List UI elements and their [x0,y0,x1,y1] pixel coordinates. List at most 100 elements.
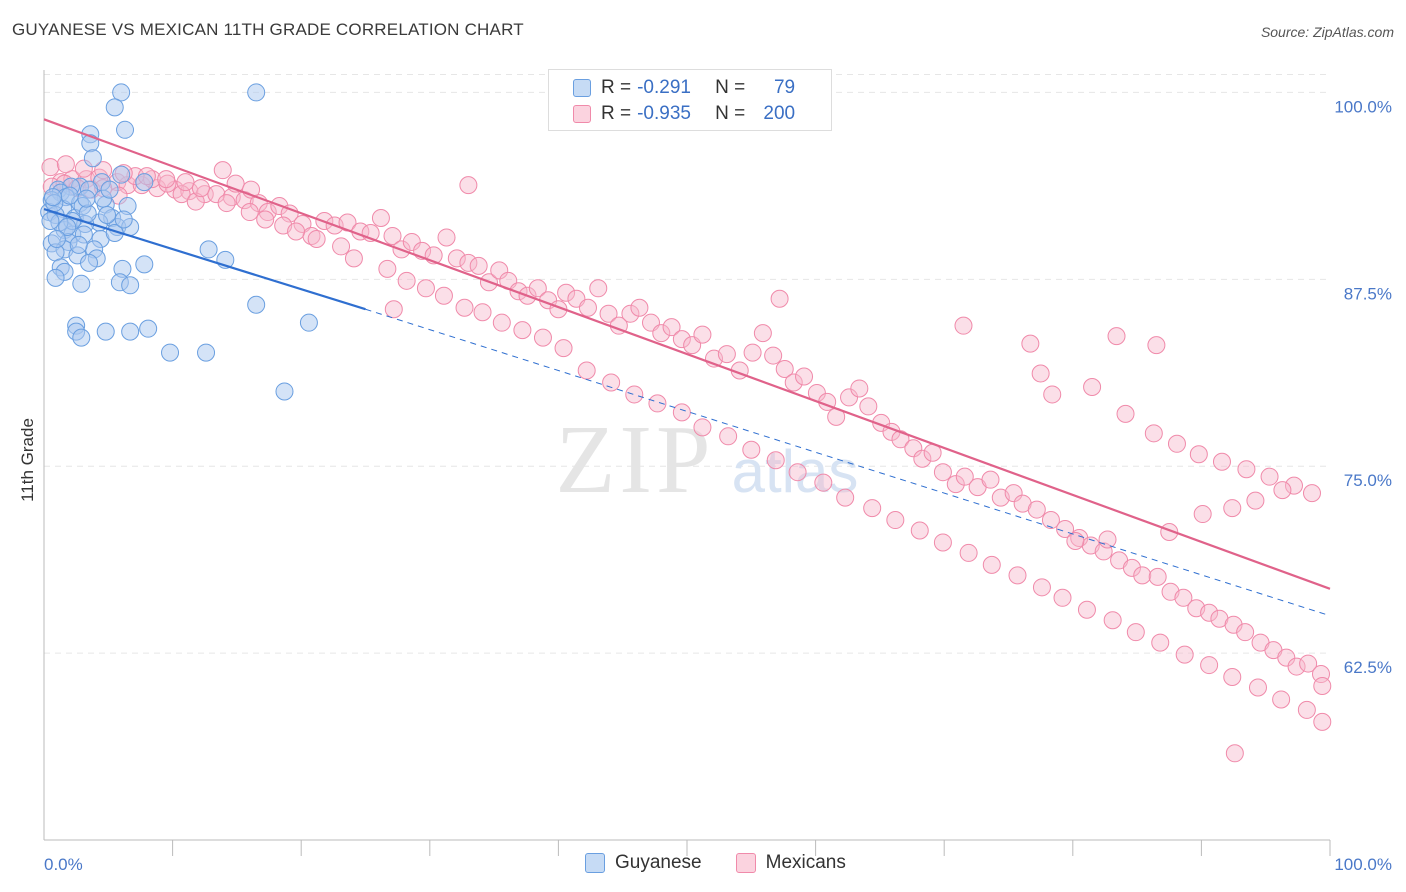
mexicans-point [1008,566,1027,585]
mexicans-point [1297,700,1316,719]
mexicans-point [717,345,736,364]
x-tick-label: 0.0% [44,855,83,874]
mexicans-point [795,367,814,386]
guyanese-point [77,189,96,208]
guyanese-point [114,210,133,229]
mexicans-point [933,463,952,482]
guyanese-point [105,98,124,117]
mexicans-point [648,394,667,413]
mexicans-point [554,339,573,358]
mexicans-point [1103,611,1122,630]
mexicans-point [469,256,488,275]
guyanese-point [121,276,140,295]
y-tick-label: 75.0% [1344,471,1392,490]
guyanese-point [80,253,99,272]
mexicans-point [672,330,691,349]
mexicans-point [293,215,312,233]
guyanese-point [112,165,131,184]
guyanese-trend-line [43,207,366,311]
n-value: 200 [763,103,796,124]
guyanese-point [247,295,266,314]
mexicans-point [766,451,785,470]
guyanese-swatch [585,853,605,873]
r-value: -0.291 [637,77,691,98]
mexicans-point [904,439,923,458]
trend-lines [43,118,1331,617]
guyanese-point [197,343,216,362]
guyanese-point [44,188,63,207]
guyanese-point [275,382,294,401]
mexicans-point [753,324,772,343]
guyanese-swatch [573,79,591,97]
mexicans-point [1236,623,1255,642]
guyanese-point [83,149,102,168]
mexicans-point [1133,566,1152,585]
mexicans-point [176,173,195,192]
guyanese-point [47,229,66,248]
mexicans-point [240,203,259,222]
mexicans-point [621,304,640,323]
series-legend: Guyanese Mexicans [585,852,880,874]
mexicans-point [1122,558,1141,577]
mexicans-point [764,346,783,365]
mexicans-point [1083,377,1102,396]
mexicans-point [437,228,456,247]
guyanese-point [161,343,180,362]
chart-title: GUYANESE VS MEXICAN 11TH GRADE CORRELATI… [12,20,524,39]
mexicans-point [788,463,807,482]
mexicans-point [982,555,1001,574]
mexicans-point [1077,600,1096,619]
mexicans-point [850,379,869,398]
mexicans-point [913,449,932,468]
mexicans-point [332,237,351,256]
mexicans-point [287,222,306,241]
mexicans-point [1246,491,1265,510]
mexicans-point [473,303,492,322]
mexicans-point [344,249,363,268]
mexicans-swatch [573,105,591,123]
mexicans-point [213,161,232,180]
legend-item-mexicans[interactable]: Mexicans [735,852,846,874]
guyanese-point [139,319,158,338]
mexicans-point [1193,505,1212,524]
mexicans-point [1066,531,1085,550]
mexicans-point [1248,678,1267,697]
guyanese-point [60,186,79,205]
mexicans-point [1223,668,1242,687]
mexicans-point [490,261,509,280]
legend-row-mexicans: R = -0.935 N = 200 [573,102,795,126]
guyanese-trend-extension [365,308,1331,617]
guyanese-point [112,83,131,102]
legend-item-guyanese[interactable]: Guyanese [585,852,702,874]
guyanese-point [135,173,154,192]
mexicans-point [955,467,974,486]
mexicans-point [954,316,973,335]
mexicans-point [157,170,176,189]
n-value: 79 [773,77,796,98]
mexicans-point [589,279,608,298]
mexicans-point [1175,645,1194,664]
mexicans-point [719,427,738,446]
mexicans-point [1277,648,1296,667]
mexicans-point [533,328,552,347]
guyanese-point [247,83,266,102]
mexicans-point [946,475,965,494]
mexicans-point [1287,657,1306,676]
mexicans-point [307,229,326,248]
mexicans-point [1041,511,1060,530]
mexicans-point [1272,690,1291,709]
mexicans-point [459,253,478,272]
guyanese-point [135,255,154,274]
mexicans-point [1299,654,1318,673]
r-label: R = [601,77,632,98]
mexicans-point [528,279,547,298]
mexicans-point [1004,484,1023,503]
guyanese-point [98,206,117,225]
y-tick-label: 87.5% [1344,284,1392,303]
mexicans-point [1147,336,1166,355]
mexicans-point [378,259,397,278]
mexicans-point [1027,500,1046,519]
mexicans-point [1260,467,1279,486]
mexicans-point [770,289,789,308]
mexicans-point [959,543,978,562]
